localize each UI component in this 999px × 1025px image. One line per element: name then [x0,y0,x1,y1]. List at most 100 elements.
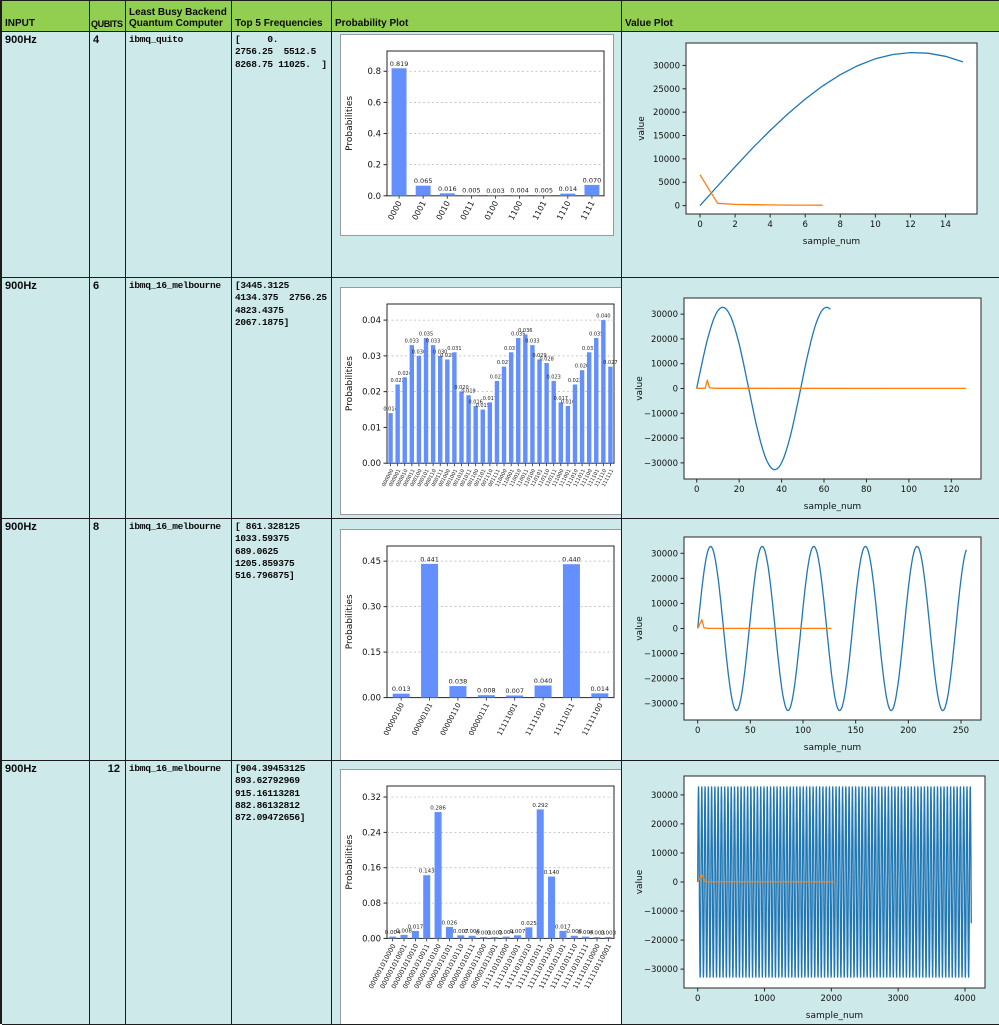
svg-text:100: 100 [795,726,811,736]
svg-text:0.033: 0.033 [426,339,440,345]
svg-text:0.16: 0.16 [362,864,381,874]
svg-text:1100: 1100 [507,200,525,222]
svg-text:14: 14 [940,220,951,230]
svg-text:20000: 20000 [651,574,678,584]
svg-text:0.004: 0.004 [510,187,529,195]
svg-text:0.005: 0.005 [462,187,481,195]
svg-text:30000: 30000 [653,61,680,71]
svg-text:value: value [635,869,645,894]
svg-text:0.014: 0.014 [559,185,578,193]
col-header-qubits: QUBITS [90,1,126,32]
svg-text:120: 120 [943,485,959,495]
svg-text:150: 150 [848,726,864,736]
svg-text:−20000: −20000 [644,936,678,946]
svg-text:0: 0 [675,202,680,212]
svg-text:2000: 2000 [821,994,843,1004]
svg-text:0.065: 0.065 [414,177,433,185]
svg-text:−30000: −30000 [644,459,678,469]
svg-text:0000: 0000 [386,200,404,222]
svg-text:00000101: 00000101 [411,702,435,737]
svg-text:−10000: −10000 [644,650,678,660]
svg-text:8: 8 [838,220,843,230]
svg-text:0.038: 0.038 [449,678,468,686]
svg-text:0.019: 0.019 [461,389,475,395]
svg-text:0: 0 [695,726,700,736]
cell-frequencies-row3: [ 861.328125 1033.59375 689.0625 1205.85… [232,519,332,761]
cell-qubits-row4: 12 [90,761,126,1025]
cell-backend-row2: ibmq_16_melbourne [126,278,232,519]
svg-text:0.014: 0.014 [591,685,610,693]
svg-text:0.01: 0.01 [362,423,381,433]
svg-text:10: 10 [870,220,881,230]
cell-backend-row1: ibmq_quito [126,32,232,278]
svg-text:20000: 20000 [653,108,680,118]
cell-qubits-row2: 6 [90,278,126,519]
svg-text:00000100: 00000100 [382,702,406,737]
svg-text:1000: 1000 [754,994,776,1004]
col-header-input: INPUT [2,1,90,32]
svg-text:0.04: 0.04 [362,316,381,326]
svg-text:0.441: 0.441 [420,555,439,563]
svg-text:0.017: 0.017 [408,924,424,930]
svg-text:0.007: 0.007 [505,687,524,695]
svg-text:1111: 1111 [579,200,597,222]
svg-text:0.023: 0.023 [547,374,561,380]
svg-text:00000110: 00000110 [439,702,463,737]
svg-text:sample_num: sample_num [804,502,861,512]
svg-text:0.036: 0.036 [518,328,532,334]
svg-text:value: value [635,376,645,401]
svg-text:0.016: 0.016 [438,185,457,193]
svg-text:0.00: 0.00 [362,459,381,469]
svg-text:0.32: 0.32 [362,793,381,803]
svg-text:0.6: 0.6 [367,98,381,108]
svg-text:0.028: 0.028 [539,357,553,363]
cell-input-row2: 900Hz [2,278,90,519]
svg-text:0.00: 0.00 [362,694,381,704]
svg-text:0.286: 0.286 [430,806,446,812]
svg-text:0.440: 0.440 [562,556,581,564]
svg-text:3000: 3000 [887,994,909,1004]
svg-text:5000: 5000 [658,178,680,188]
col-header-value-plot: Value Plot [622,1,999,32]
svg-text:80: 80 [861,485,872,495]
svg-text:0.027: 0.027 [603,360,617,366]
svg-text:1110: 1110 [555,200,573,222]
svg-text:0.007: 0.007 [510,929,526,935]
svg-text:20000: 20000 [651,820,678,830]
svg-text:value: value [637,116,647,141]
svg-text:11111011: 11111011 [552,702,576,737]
svg-text:0.003: 0.003 [600,931,616,937]
svg-text:0.30: 0.30 [362,603,381,613]
cell-backend-row3: ibmq_16_melbourne [126,519,232,761]
svg-text:0.008: 0.008 [477,687,496,695]
svg-text:40: 40 [776,485,787,495]
svg-text:0.02: 0.02 [362,388,381,398]
svg-text:0.819: 0.819 [390,60,409,68]
svg-text:Probabilities: Probabilities [345,834,355,889]
svg-text:30000: 30000 [651,549,678,559]
svg-text:0010: 0010 [435,200,453,222]
svg-text:−30000: −30000 [644,700,678,710]
svg-text:−30000: −30000 [644,965,678,975]
svg-text:4000: 4000 [954,994,976,1004]
svg-text:0.143: 0.143 [419,869,435,875]
svg-text:0: 0 [673,878,678,888]
svg-text:1101: 1101 [531,200,549,222]
svg-text:0.031: 0.031 [447,346,461,352]
svg-text:0: 0 [694,485,699,495]
svg-text:250: 250 [953,726,969,736]
svg-text:6: 6 [802,220,807,230]
svg-text:Probabilities: Probabilities [345,594,355,649]
svg-text:0.033: 0.033 [525,339,539,345]
